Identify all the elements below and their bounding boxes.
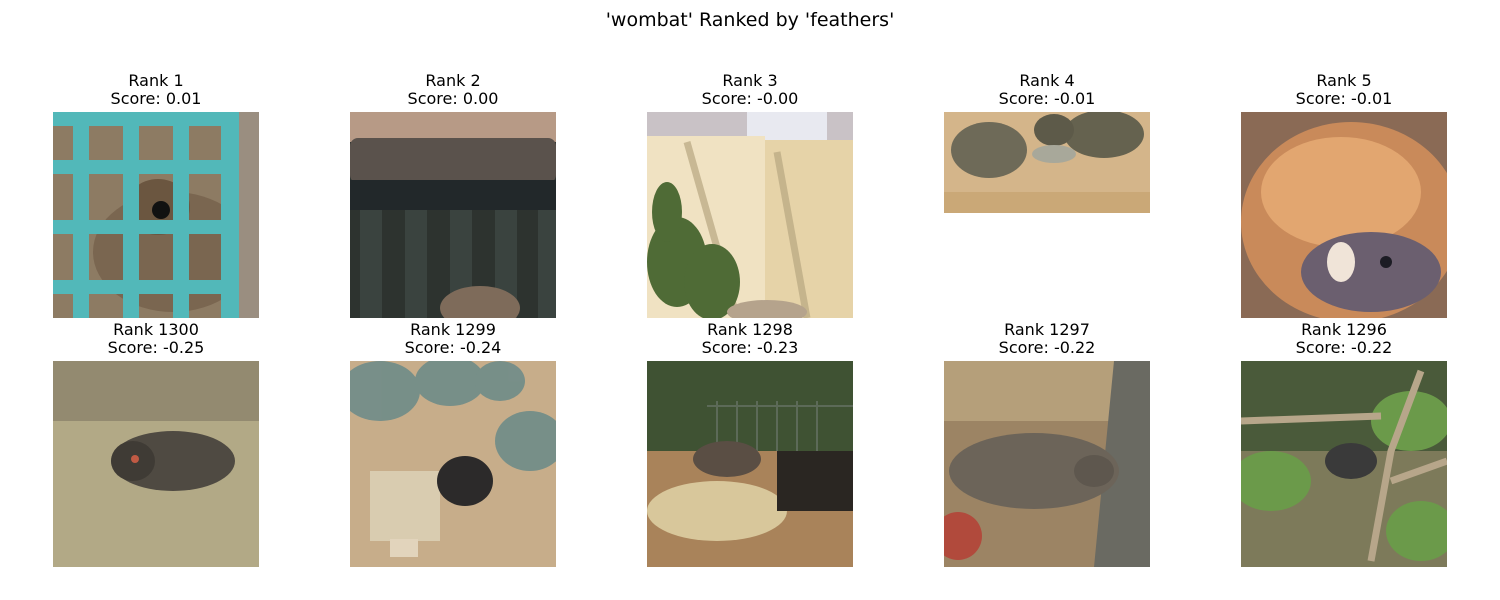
panel-caption: Rank 5 Score: -0.01 [1181,72,1500,108]
rank-label: Rank 1296 [1301,320,1387,339]
wombat-photo [53,112,259,318]
panel-caption: Rank 4 Score: -0.01 [884,72,1210,108]
score-label: Score: -0.22 [1295,338,1393,357]
wombat-photo [350,112,556,318]
wombat-photo [350,361,556,567]
panel-caption: Rank 1300 Score: -0.25 [0,321,319,357]
panel-caption: Rank 1298 Score: -0.23 [587,321,913,357]
figure-title: 'wombat' Ranked by 'feathers' [605,9,895,31]
wombat-photo [647,112,853,318]
score-label: Score: -0.22 [998,338,1096,357]
rank-label: Rank 2 [425,71,481,90]
panel-caption: Rank 1299 Score: -0.24 [290,321,616,357]
rank-label: Rank 1300 [113,320,199,339]
panel-caption: Rank 3 Score: -0.00 [587,72,913,108]
score-label: Score: -0.23 [701,338,799,357]
panel-caption: Rank 1296 Score: -0.22 [1181,321,1500,357]
score-label: Score: -0.00 [701,89,799,108]
panel-caption: Rank 1297 Score: -0.22 [884,321,1210,357]
score-label: Score: -0.01 [1295,89,1393,108]
score-label: Score: 0.00 [407,89,499,108]
rank-label: Rank 1298 [707,320,793,339]
wombat-photo [944,361,1150,567]
rank-label: Rank 5 [1316,71,1372,90]
rank-label: Rank 3 [722,71,778,90]
rank-label: Rank 1297 [1004,320,1090,339]
score-label: Score: -0.25 [107,338,205,357]
score-label: Score: -0.01 [998,89,1096,108]
panel-caption: Rank 2 Score: 0.00 [290,72,616,108]
wombat-photo [1241,361,1447,567]
wombat-photo [1241,112,1447,318]
wombat-photo [944,112,1150,213]
score-label: Score: 0.01 [110,89,202,108]
wombat-photo [53,361,259,567]
rank-label: Rank 4 [1019,71,1075,90]
rank-label: Rank 1299 [410,320,496,339]
score-label: Score: -0.24 [404,338,502,357]
rank-label: Rank 1 [128,71,184,90]
wombat-photo [647,361,853,567]
panel-caption: Rank 1 Score: 0.01 [0,72,319,108]
